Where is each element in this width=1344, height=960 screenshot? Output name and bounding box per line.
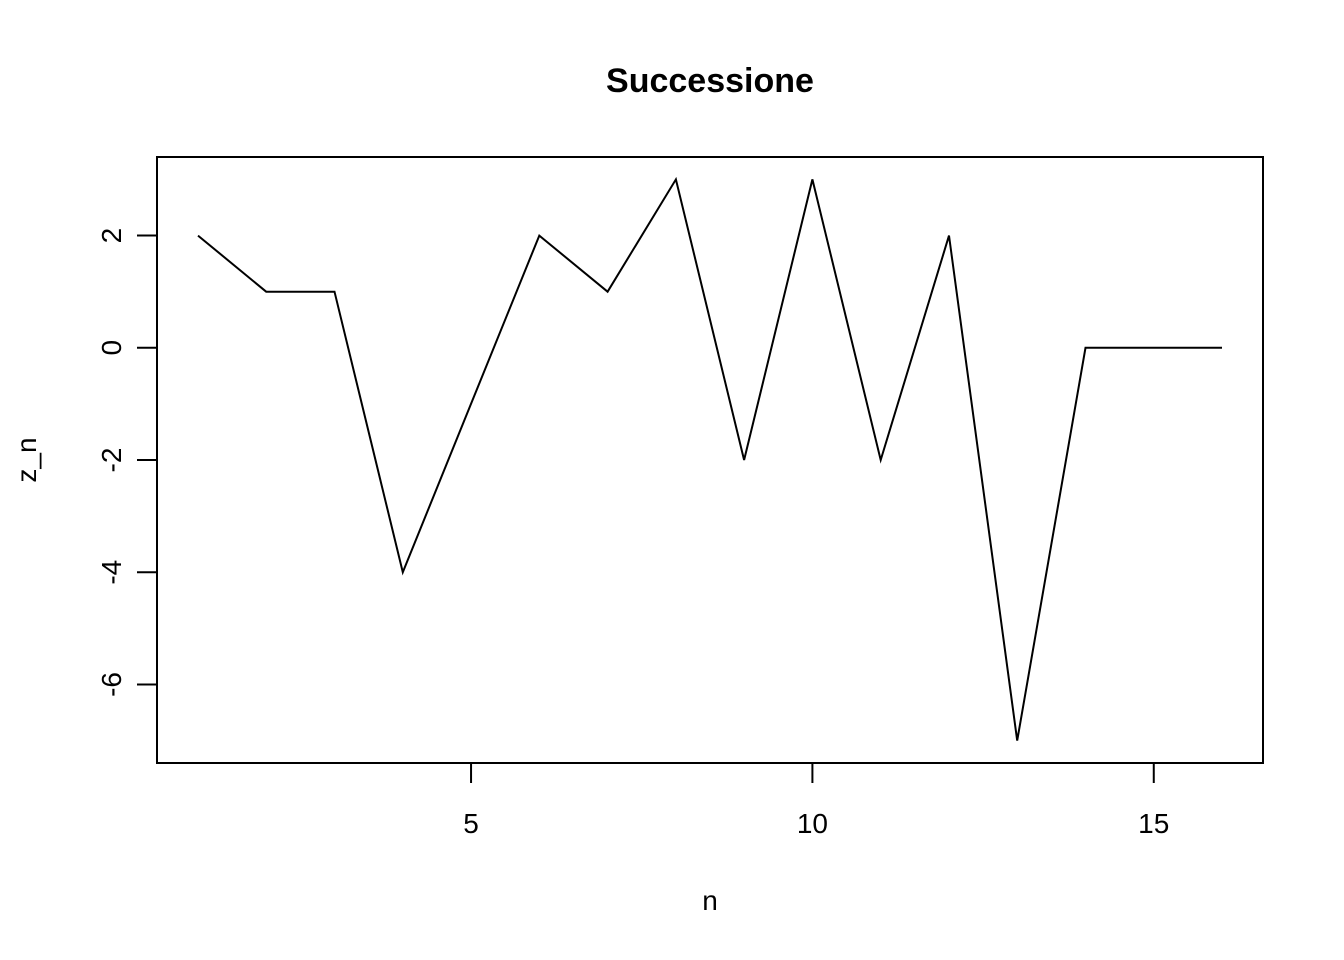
y-tick-label: 0 (96, 340, 127, 356)
plot-frame (156, 156, 1264, 764)
chart-title: Successione (606, 62, 814, 100)
x-axis-label: n (702, 885, 718, 916)
x-axis: 5 10 15 (463, 763, 1169, 839)
y-tick-label: -4 (96, 560, 127, 585)
x-tick-label: 10 (797, 808, 828, 839)
y-axis: -6 -4 -2 0 2 (96, 228, 157, 697)
series-line (197, 176, 1222, 741)
x-tick-label: 5 (463, 808, 479, 839)
x-tick-label: 15 (1138, 808, 1169, 839)
y-tick-label: 2 (96, 228, 127, 244)
y-tick-label: -6 (96, 672, 127, 697)
y-tick-label: -2 (96, 448, 127, 473)
y-axis-label: z_n (11, 437, 42, 482)
